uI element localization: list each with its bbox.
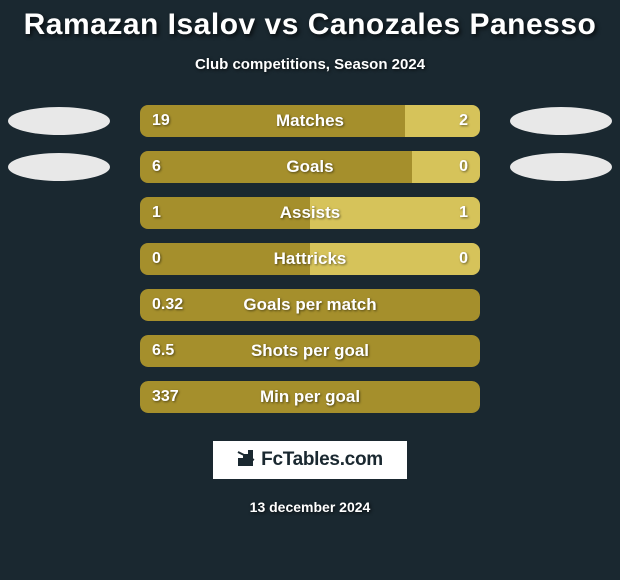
stat-value-left: 337 [140,381,480,413]
stat-row: 0.32Goals per match [0,289,620,321]
stat-value-right: 0 [412,151,480,183]
stat-value: 1 [459,204,468,222]
stat-value: 2 [459,112,468,130]
date-label: 13 december 2024 [250,499,371,515]
stat-value-right: 0 [310,243,480,275]
stat-value: 1 [152,204,161,222]
logo-text: FcTables.com [261,449,383,471]
stat-bar: 00Hattricks [140,243,480,275]
team-oval-right [510,107,612,135]
logo-icon [237,449,257,472]
stat-value-left: 0.32 [140,289,480,321]
stat-row: 00Hattricks [0,243,620,275]
stat-bar: 0.32Goals per match [140,289,480,321]
stat-row: 11Assists [0,197,620,229]
stat-value: 0 [152,250,161,268]
stat-value-left: 1 [140,197,310,229]
stat-row: 192Matches [0,105,620,137]
stat-value-left: 19 [140,105,405,137]
stat-value: 6 [152,158,161,176]
stats-list: 192Matches60Goals11Assists00Hattricks0.3… [0,105,620,413]
stat-row: 337Min per goal [0,381,620,413]
team-oval-left [8,107,110,135]
comparison-card: Ramazan Isalov vs Canozales Panesso Club… [0,0,620,580]
stat-value-right: 1 [310,197,480,229]
stat-value: 0 [459,158,468,176]
logo-badge[interactable]: FcTables.com [211,439,409,481]
team-oval-left [8,153,110,181]
stat-value: 6.5 [152,342,174,360]
stat-value: 0 [459,250,468,268]
subtitle: Club competitions, Season 2024 [195,56,425,73]
stat-bar: 60Goals [140,151,480,183]
stat-bar: 6.5Shots per goal [140,335,480,367]
stat-value: 0.32 [152,296,183,314]
stat-value-left: 6.5 [140,335,480,367]
page-title: Ramazan Isalov vs Canozales Panesso [24,8,597,42]
stat-row: 60Goals [0,151,620,183]
stat-value-left: 6 [140,151,412,183]
stat-value: 19 [152,112,170,130]
stat-value-right: 2 [405,105,480,137]
stat-value: 337 [152,388,179,406]
stat-value-left: 0 [140,243,310,275]
stat-bar: 192Matches [140,105,480,137]
team-oval-right [510,153,612,181]
stat-bar: 11Assists [140,197,480,229]
stat-bar: 337Min per goal [140,381,480,413]
stat-row: 6.5Shots per goal [0,335,620,367]
